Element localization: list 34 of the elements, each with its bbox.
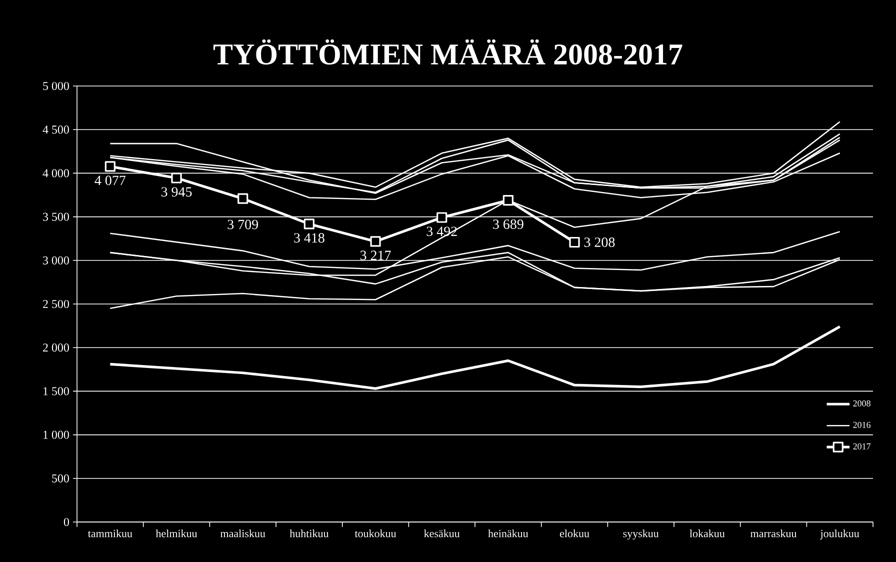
data-label: 4 077 [94,176,126,186]
x-tick-label: maaliskuu [220,530,266,538]
legend-label: 2016 [853,422,871,428]
x-tick-label: tammikuu [88,530,132,538]
x-tick-label: elokuu [560,530,590,538]
y-tick-label: 0 [64,518,70,526]
legend-label: 2017 [853,443,871,450]
data-label: 3 418 [294,233,324,243]
y-tick-label: 500 [52,474,70,482]
x-tick-label: marraskuu [750,530,797,538]
y-tick-label: 2 500 [43,300,69,308]
y-tick-label: 5 000 [43,82,69,90]
y-tick-label: 2 000 [43,344,69,352]
chart-title: TYÖTTÖMIEN MÄÄRÄ 2008-2017 [213,39,682,65]
x-tick-label: heinäkuu [488,530,528,538]
data-label: 3 217 [360,250,391,260]
x-tick-label: joulukuu [820,530,860,540]
y-tick-label: 3 500 [43,212,69,221]
x-tick-label: kesäkuu [424,530,460,538]
y-tick-label: 4 000 [42,169,69,178]
y-tick-label: 1 000 [44,430,69,439]
data-label: 3 689 [493,220,524,229]
x-tick-label: toukokuu [354,530,396,538]
data-label: 3 945 [161,187,192,197]
data-label: 3 709 [228,220,258,230]
data-label: 3 208 [584,238,615,247]
y-tick-label: 1 500 [44,387,69,396]
x-tick-label: lokakuu [690,530,725,538]
legend-label: 2008 [853,400,870,406]
x-tick-label: huhtikuu [290,530,329,538]
x-tick-label: syyskuu [623,530,659,540]
y-tick-label: 4 500 [42,126,69,134]
y-tick-label: 3 000 [43,256,69,264]
x-tick-label: helmikuu [156,530,198,538]
